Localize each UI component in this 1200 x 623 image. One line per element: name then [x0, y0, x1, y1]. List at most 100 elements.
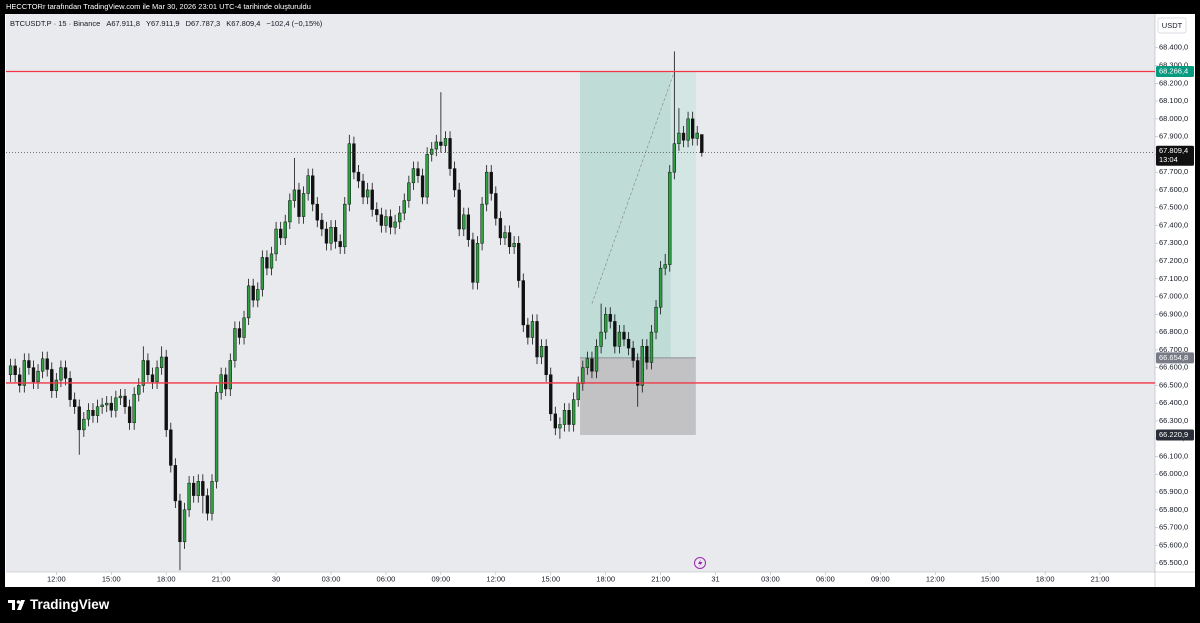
- x-tick-label: 18:00: [157, 574, 176, 583]
- x-tick-label: 12:00: [926, 574, 945, 583]
- candle-body: [173, 465, 178, 502]
- candle-body: [636, 360, 640, 386]
- y-tick-label: 68.400,0: [1159, 43, 1188, 52]
- candle-body: [356, 171, 361, 182]
- x-tick-label: 15:00: [981, 574, 1000, 583]
- y-tick-label: 68.100,0: [1159, 96, 1188, 105]
- candle-body: [448, 138, 452, 169]
- price-badge-label: 66.220,9: [1159, 430, 1188, 439]
- candle-body: [571, 399, 576, 425]
- y-tick-label: 66.100,0: [1159, 451, 1188, 460]
- candle-body: [315, 203, 319, 221]
- candle-body: [77, 406, 81, 431]
- candle-body: [434, 141, 438, 150]
- candle-body: [562, 410, 567, 425]
- price-badge: [1156, 66, 1194, 78]
- candle-body: [695, 132, 699, 139]
- candle-body: [86, 410, 91, 420]
- x-tick-label: 09:00: [431, 574, 450, 583]
- candle-body: [251, 285, 255, 301]
- y-tick-label: 67.600,0: [1159, 185, 1188, 194]
- legend-text: A67.911,8: [106, 19, 140, 28]
- x-tick-label: 03:00: [322, 574, 341, 583]
- candle-body: [278, 228, 283, 239]
- candle-body: [585, 358, 590, 368]
- legend-text: K67.809,4: [226, 19, 260, 28]
- candle-body: [549, 374, 553, 415]
- candle-body: [517, 242, 521, 281]
- candle-body: [8, 365, 13, 375]
- plot: [8, 51, 704, 571]
- candle-body: [54, 379, 59, 391]
- price-badge-label: 68.266,4: [1159, 66, 1188, 75]
- candle-body: [187, 482, 191, 511]
- x-tick-label: 31: [711, 574, 719, 583]
- x-tick-label: 21:00: [212, 574, 231, 583]
- currency-label: USDT: [1162, 21, 1183, 30]
- candle-body: [439, 141, 443, 146]
- candle-body: [581, 367, 585, 384]
- candle-body: [105, 402, 109, 406]
- y-tick-label: 65.700,0: [1159, 523, 1188, 532]
- candle-body: [452, 168, 457, 191]
- candle-body: [420, 175, 425, 198]
- x-tick-label: 18:00: [596, 574, 615, 583]
- y-tick-label: 65.500,0: [1159, 558, 1188, 567]
- y-tick-label: 66.800,0: [1159, 327, 1188, 336]
- candle-body: [18, 374, 22, 386]
- y-tick-label: 68.000,0: [1159, 114, 1188, 123]
- x-tick-label: 21:00: [1091, 574, 1110, 583]
- candle-body: [192, 482, 196, 496]
- x-tick-label: 30: [272, 574, 280, 583]
- candle-body: [22, 360, 26, 386]
- candle-body: [292, 189, 297, 201]
- candle-body: [626, 338, 631, 349]
- candle-body: [82, 418, 86, 431]
- candle-body: [631, 347, 635, 361]
- candle-body: [425, 154, 429, 198]
- y-tick-label: 66.600,0: [1159, 363, 1188, 372]
- y-tick-label: 67.200,0: [1159, 256, 1188, 265]
- brand: TradingView: [30, 597, 110, 612]
- candle-body: [658, 267, 663, 308]
- candle-body: [471, 239, 475, 283]
- candle-body: [613, 321, 617, 347]
- candle-body: [375, 209, 379, 216]
- candle-body: [164, 356, 168, 431]
- candle-body: [347, 143, 351, 205]
- candle-body: [72, 399, 77, 407]
- trade-path: [591, 71, 675, 304]
- candle-body: [654, 306, 658, 333]
- candle-body: [686, 118, 690, 141]
- candle-body: [68, 378, 72, 400]
- candle-body: [228, 360, 232, 390]
- candle-body: [343, 203, 347, 248]
- x-tick-label: 09:00: [871, 574, 890, 583]
- candle-body: [668, 171, 672, 265]
- x-tick-label: 15:00: [102, 574, 121, 583]
- legend-text: Y67.911,9: [146, 19, 180, 28]
- candle-body: [388, 216, 393, 228]
- candle-body: [539, 346, 544, 358]
- candle-body: [50, 369, 54, 391]
- candle-body: [430, 148, 434, 155]
- y-tick-label: 68.300,0: [1159, 61, 1188, 70]
- candle-body: [283, 221, 287, 239]
- candle-body: [288, 200, 292, 223]
- candle-body: [370, 189, 374, 210]
- candle-body: [219, 374, 223, 393]
- y-tick-label: 67.500,0: [1159, 203, 1188, 212]
- candle-body: [530, 321, 535, 338]
- candle-body: [681, 132, 686, 141]
- lightning-icon: [694, 557, 706, 569]
- candle-body: [178, 500, 182, 543]
- candle-body: [507, 232, 512, 248]
- candle-body: [169, 429, 173, 466]
- x-tick-label: 18:00: [1036, 574, 1055, 583]
- candle-body: [640, 346, 644, 386]
- candle-body: [604, 314, 608, 333]
- candle-body: [402, 200, 406, 214]
- candle-body: [210, 481, 214, 514]
